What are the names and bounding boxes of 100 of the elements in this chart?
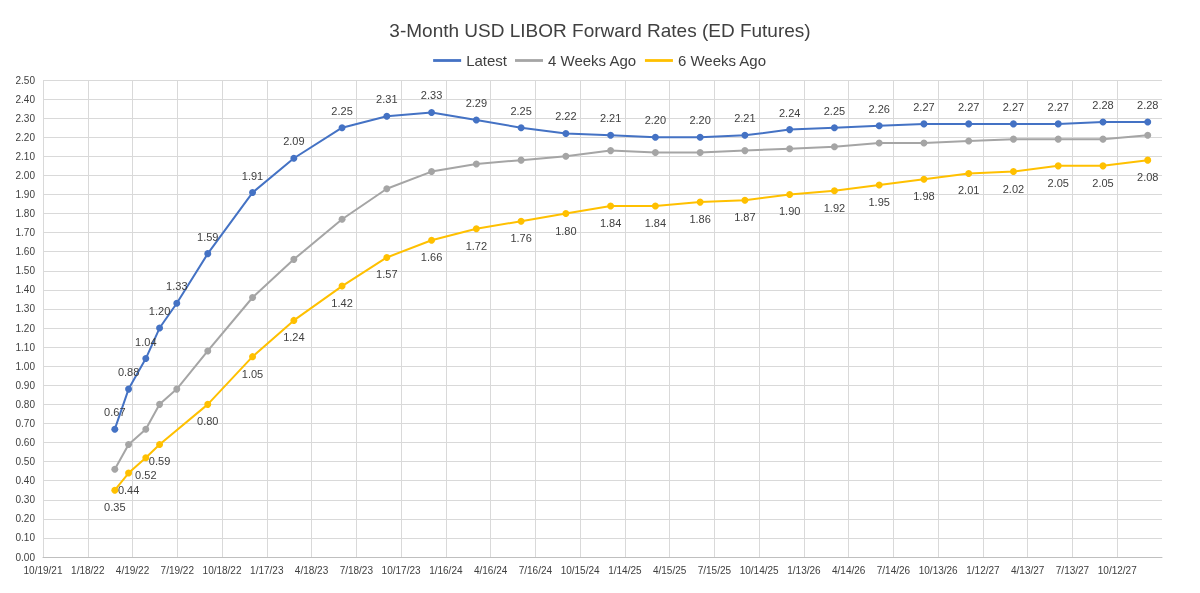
point bbox=[965, 137, 973, 145]
x-tick-label: 4/18/23 bbox=[294, 564, 329, 576]
y-tick-label: 0.00 bbox=[15, 551, 36, 563]
y-tick-label: 2.20 bbox=[15, 131, 36, 143]
data-label: 2.21 bbox=[599, 112, 622, 125]
x-tick-label: 1/13/26 bbox=[787, 564, 822, 576]
point bbox=[965, 169, 973, 177]
point bbox=[562, 210, 570, 218]
x-tick-label: 7/19/22 bbox=[160, 564, 195, 576]
point bbox=[472, 116, 480, 124]
x-tick-label: 10/12/27 bbox=[1097, 564, 1138, 576]
point bbox=[142, 454, 150, 462]
point bbox=[517, 124, 525, 132]
data-label: 1.90 bbox=[778, 205, 801, 218]
point bbox=[1144, 131, 1152, 139]
y-tick-label: 2.00 bbox=[15, 169, 36, 181]
point bbox=[920, 175, 928, 183]
data-label: 2.05 bbox=[1047, 176, 1069, 189]
point bbox=[517, 217, 525, 225]
point bbox=[830, 187, 838, 195]
point bbox=[125, 440, 133, 448]
point bbox=[607, 202, 615, 210]
point bbox=[142, 425, 150, 433]
y-tick-label: 1.00 bbox=[15, 360, 36, 372]
point bbox=[249, 189, 257, 197]
point bbox=[607, 131, 615, 139]
y-tick-label: 1.50 bbox=[15, 265, 36, 277]
point bbox=[741, 131, 749, 139]
y-tick-label: 2.50 bbox=[15, 74, 36, 86]
y-tick-label: 2.10 bbox=[15, 150, 36, 162]
point bbox=[517, 156, 525, 164]
data-label: 2.27 bbox=[957, 100, 980, 113]
point bbox=[249, 353, 257, 361]
x-tick-label: 10/14/25 bbox=[739, 564, 780, 576]
data-label: 2.26 bbox=[868, 102, 890, 115]
data-label: 2.20 bbox=[689, 114, 711, 127]
point bbox=[156, 440, 164, 448]
data-label: 1.42 bbox=[331, 297, 353, 310]
data-label: 1.86 bbox=[689, 213, 711, 226]
x-tick-label: 7/14/26 bbox=[876, 564, 911, 576]
x-tick-label: 4/14/26 bbox=[831, 564, 866, 576]
y-tick-label: 1.20 bbox=[15, 322, 36, 334]
x-tick-label: 1/12/27 bbox=[966, 564, 1001, 576]
data-label: 2.27 bbox=[1002, 100, 1025, 113]
point bbox=[472, 225, 480, 233]
y-tick-label: 0.50 bbox=[15, 456, 36, 468]
point bbox=[562, 152, 570, 160]
point bbox=[651, 133, 659, 141]
data-label: 2.24 bbox=[778, 106, 801, 119]
point bbox=[338, 215, 346, 223]
point bbox=[125, 385, 133, 393]
x-tick-label: 1/17/23 bbox=[250, 564, 284, 576]
data-label: 1.72 bbox=[465, 239, 488, 252]
data-label: 1.24 bbox=[283, 331, 305, 344]
y-tick-label: 0.90 bbox=[15, 379, 36, 391]
x-tick-label: 10/13/26 bbox=[918, 564, 959, 576]
point bbox=[875, 139, 883, 147]
data-label: 1.95 bbox=[868, 195, 890, 208]
x-tick-label: 10/18/22 bbox=[202, 564, 242, 576]
data-label: 2.25 bbox=[331, 104, 353, 117]
point bbox=[607, 147, 615, 155]
data-label: 2.27 bbox=[913, 100, 935, 113]
point bbox=[156, 324, 164, 332]
data-label: 0.44 bbox=[117, 484, 140, 497]
point bbox=[204, 347, 212, 355]
point bbox=[249, 294, 257, 302]
data-label: 1.84 bbox=[644, 216, 667, 229]
x-tick-label: 7/15/25 bbox=[697, 564, 732, 576]
point bbox=[290, 255, 298, 263]
point bbox=[741, 196, 749, 204]
data-label: 1.66 bbox=[420, 251, 443, 264]
point bbox=[562, 129, 570, 137]
point bbox=[741, 147, 749, 155]
point bbox=[1144, 118, 1152, 126]
data-label: 2.08 bbox=[1137, 171, 1159, 184]
data-label: 2.27 bbox=[1047, 100, 1069, 113]
data-label: 1.87 bbox=[734, 211, 756, 224]
data-label: 2.21 bbox=[734, 112, 756, 125]
data-label: 1.80 bbox=[555, 224, 577, 237]
data-label: 2.25 bbox=[823, 104, 846, 117]
chart-title: 3-Month USD LIBOR Forward Rates (ED Futures) bbox=[389, 20, 811, 41]
y-tick-label: 1.30 bbox=[15, 303, 36, 315]
point bbox=[290, 316, 298, 324]
x-tick-label: 7/18/23 bbox=[339, 564, 374, 576]
point bbox=[204, 400, 212, 408]
data-label: 1.92 bbox=[823, 201, 846, 214]
point bbox=[830, 143, 838, 151]
point bbox=[290, 154, 298, 162]
point bbox=[1009, 120, 1017, 128]
data-label: 2.28 bbox=[1137, 98, 1159, 111]
point bbox=[830, 124, 838, 132]
data-label: 2.20 bbox=[644, 114, 667, 127]
y-tick-label: 0.30 bbox=[15, 494, 36, 506]
y-tick-label: 0.20 bbox=[15, 513, 36, 525]
point bbox=[696, 149, 704, 156]
x-tick-label: 4/13/27 bbox=[1011, 564, 1045, 576]
data-label: 0.88 bbox=[117, 366, 140, 379]
x-tick-label: 1/18/22 bbox=[71, 564, 105, 576]
x-tick-label: 4/19/22 bbox=[115, 564, 150, 576]
x-tick-label: 7/16/24 bbox=[518, 564, 553, 576]
